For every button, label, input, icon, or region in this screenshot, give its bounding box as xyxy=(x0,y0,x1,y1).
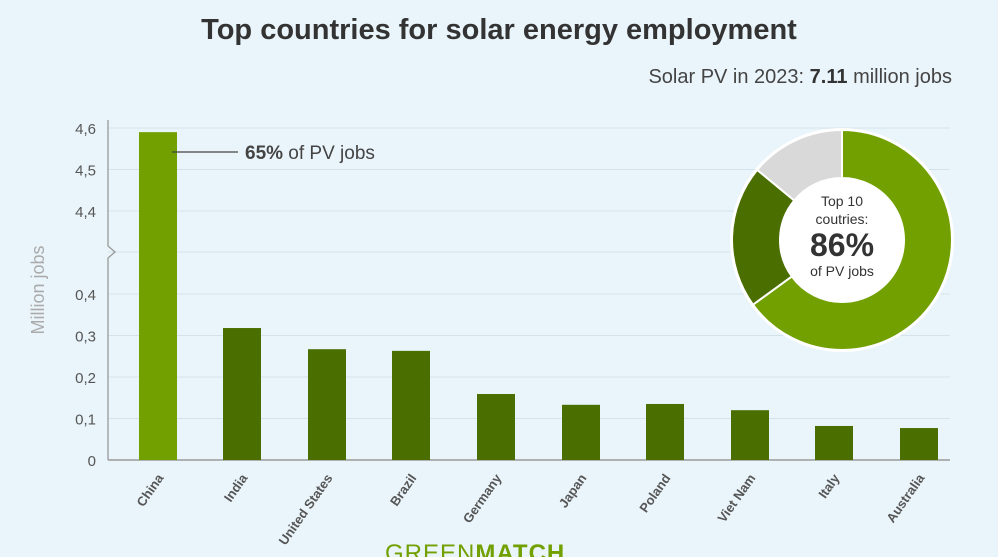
bar-viet-nam xyxy=(731,410,769,460)
annotation-text: 65% of PV jobs xyxy=(245,143,375,164)
y-tick-label: 4,6 xyxy=(75,121,96,138)
chart-subtitle: Solar PV in 2023: 7.11 million jobs xyxy=(648,66,952,89)
bar-brazil xyxy=(392,350,430,460)
bar-italy xyxy=(815,425,853,460)
greenmatch-logo: GREENMATCH xyxy=(385,540,565,557)
bar-japan xyxy=(562,404,600,460)
x-tick-label: India xyxy=(221,470,251,504)
subtitle-prefix: Solar PV in 2023: xyxy=(648,66,805,88)
y-tick-label: 0,3 xyxy=(75,329,96,346)
x-tick-label: Viet Nam xyxy=(714,471,758,525)
x-tick-label: United States xyxy=(276,471,336,548)
donut-hole xyxy=(780,178,904,302)
x-tick-label: Italy xyxy=(815,470,843,501)
y-tick-label: 0,4 xyxy=(75,287,96,304)
x-tick-label: Germany xyxy=(460,470,505,525)
logo-part1: GREEN xyxy=(385,540,476,557)
annotation-rest: of PV jobs xyxy=(283,143,375,164)
y-tick-label: 4,5 xyxy=(75,163,96,180)
bar-poland xyxy=(646,403,684,460)
y-axis-label: Million jobs xyxy=(28,245,48,334)
bar-china xyxy=(139,132,177,460)
donut-line2: coutries: xyxy=(816,211,869,227)
x-tick-label: Australia xyxy=(883,470,928,525)
y-tick-label: 4,4 xyxy=(75,204,96,221)
x-tick-label: China xyxy=(133,470,166,509)
y-tick-label: 0,1 xyxy=(75,412,96,429)
x-tick-label: Poland xyxy=(636,471,673,515)
chart-title: Top countries for solar energy employmen… xyxy=(201,14,797,46)
y-axis-break xyxy=(107,120,116,460)
bar-germany xyxy=(477,394,515,460)
annotation-bold: 65% xyxy=(245,143,283,164)
logo-part2: MATCH xyxy=(475,540,566,557)
x-tick-label: Brazil xyxy=(387,471,420,509)
bar-united-states xyxy=(308,349,346,460)
x-tick-label: Japan xyxy=(556,471,590,510)
bar-india xyxy=(223,328,261,460)
subtitle-value: 7.11 xyxy=(809,66,848,88)
donut-line1: Top 10 xyxy=(821,193,863,209)
donut-line3: of PV jobs xyxy=(810,263,874,279)
y-tick-label: 0,2 xyxy=(75,370,96,387)
bar-australia xyxy=(900,428,938,460)
y-tick-label: 0 xyxy=(88,453,96,470)
subtitle-suffix: million jobs xyxy=(853,66,952,88)
donut-value: 86% xyxy=(810,227,874,263)
